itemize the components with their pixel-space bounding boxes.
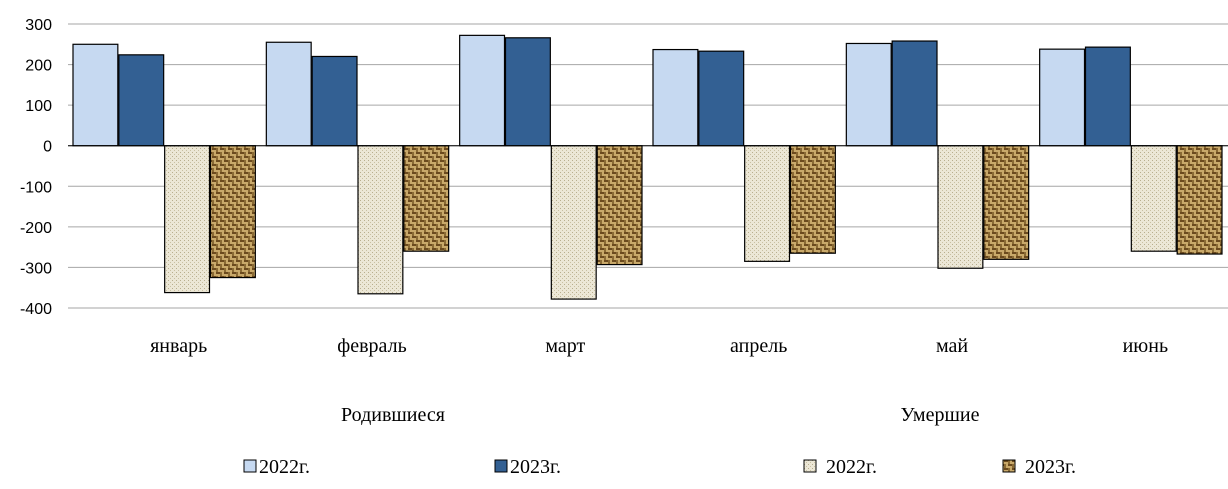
y-tick-label: 300 [25,17,52,34]
bar-4-5 [983,145,1030,260]
category-label: май [936,335,968,357]
y-tick-label: -300 [20,260,52,277]
group-label: Родившиеся [341,404,445,426]
bar-2-4 [698,50,745,147]
bar-3-5 [937,145,984,269]
y-tick-label: -400 [20,301,52,318]
category-label: апрель [730,335,787,357]
legend-label: 2022г. [259,456,310,478]
bar-2-1 [118,54,165,147]
bar-3-4 [744,145,791,262]
bar-4-2 [403,145,450,252]
legend-swatch [494,459,508,473]
category-label: январь [150,335,207,357]
legend-label: 2023г. [510,456,561,478]
bar-4-3 [596,145,643,266]
bar-1-5 [845,42,892,147]
legend-label: 2022г. [826,456,877,478]
bar-2-6 [1084,46,1131,147]
bar-4-4 [789,145,836,254]
legend-label: 2023г. [1025,456,1076,478]
category-labels: январь февраль март апрель май июнь [150,335,1168,357]
y-tick-label: 100 [25,98,52,115]
bar-1-1 [72,43,119,147]
bar-1-2 [265,41,312,147]
bar-3-6 [1130,145,1177,252]
bars [72,34,1223,300]
y-tick-label: -200 [20,220,52,237]
bar-3-2 [357,145,404,295]
group-labels: Родившиеся Умершие [341,404,980,426]
bar-3-3 [550,145,597,300]
bar-4-6 [1176,145,1223,255]
bar-1-3 [459,34,506,147]
y-tick-label: 200 [25,58,52,75]
y-tick-label: -100 [20,179,52,196]
bar-1-6 [1039,48,1086,147]
category-label: март [545,335,585,357]
bar-1-4 [652,48,699,147]
category-label: июнь [1123,335,1168,357]
bar-4-1 [209,145,256,279]
y-axis-ticks: 300 200 100 0 -100 -200 -300 -400 [20,17,52,318]
y-tick-label: 0 [43,139,52,156]
category-label: февраль [337,335,406,357]
bar-2-5 [891,40,938,147]
bar-2-2 [311,55,358,147]
legend-swatch [803,459,817,473]
legend: 2022г. 2023г. 2022г. 2023г. [243,456,1076,478]
legend-swatch [1002,459,1016,473]
legend-swatch [243,459,257,473]
bar-3-1 [164,145,211,294]
bar-2-3 [504,37,551,147]
group-label: Умершие [901,404,980,426]
